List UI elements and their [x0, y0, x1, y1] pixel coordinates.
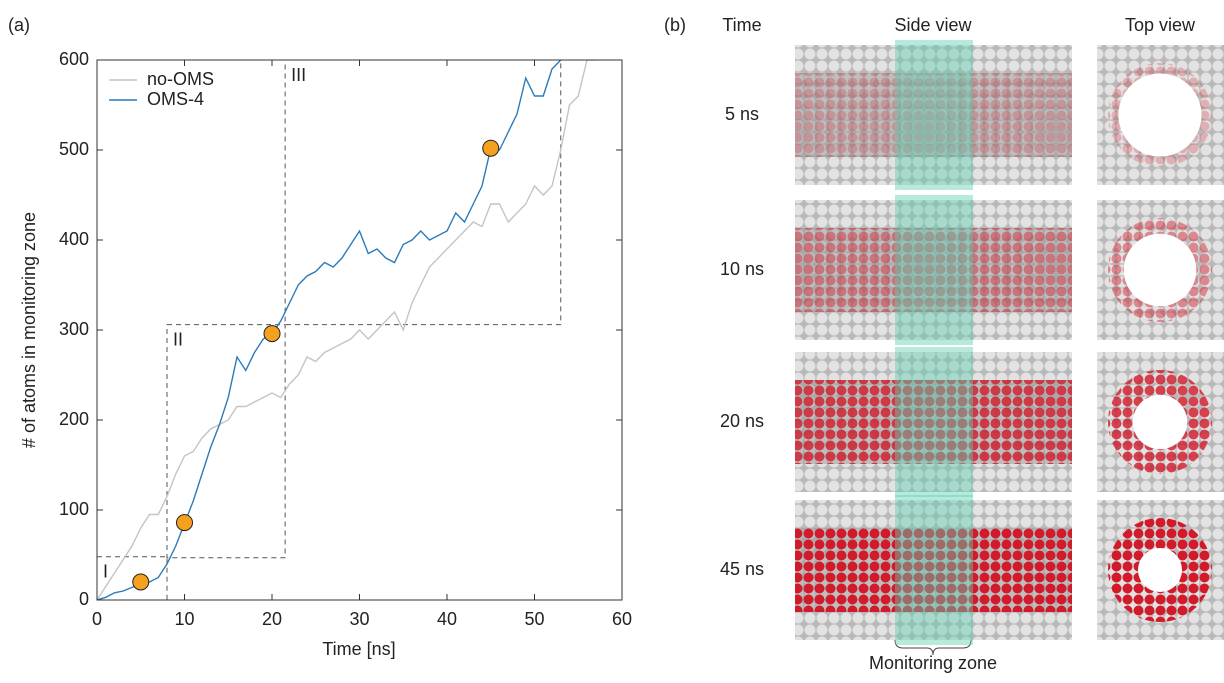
x-tick-label: 0 — [92, 609, 102, 629]
region-box — [166, 324, 286, 559]
brace — [894, 639, 972, 656]
row-label: 5 ns — [725, 104, 759, 124]
x-axis-label: Time [ns] — [322, 639, 395, 659]
water — [795, 228, 1072, 312]
marker — [482, 139, 500, 157]
region-label: III — [291, 65, 306, 85]
water — [795, 380, 1072, 464]
x-tick-label: 60 — [612, 609, 632, 629]
monitoring-zone — [895, 40, 973, 190]
region-box — [284, 59, 562, 326]
panel-label: (b) — [664, 15, 686, 35]
marker — [176, 514, 193, 532]
monitoring-zone — [895, 347, 973, 497]
x-tick-label: 10 — [174, 609, 194, 629]
zone-label: Monitoring zone — [869, 653, 997, 673]
y-axis-label: # of atoms in monitoring zone — [19, 212, 39, 448]
top-pore — [1123, 233, 1197, 307]
x-tick-label: 20 — [262, 609, 282, 629]
y-tick-label: 100 — [59, 499, 89, 519]
y-tick-label: 200 — [59, 409, 89, 429]
water — [795, 528, 1072, 612]
panel-label: (a) — [8, 15, 30, 35]
column-header: Time — [722, 15, 761, 35]
x-tick-label: 50 — [524, 609, 544, 629]
legend-label: OMS-4 — [147, 89, 204, 109]
monitoring-zone — [895, 195, 973, 345]
marker — [132, 573, 150, 591]
row-label: 10 ns — [720, 259, 764, 279]
y-tick-label: 300 — [59, 319, 89, 339]
monitoring-zone — [895, 495, 973, 645]
legend-label: no-OMS — [147, 69, 214, 89]
y-tick-label: 0 — [79, 589, 89, 609]
column-header: Top view — [1125, 15, 1196, 35]
region-label: II — [173, 329, 183, 349]
row-label: 45 ns — [720, 559, 764, 579]
series-line — [97, 60, 596, 600]
x-tick-label: 40 — [437, 609, 457, 629]
series-line — [97, 60, 562, 600]
region-label: I — [103, 562, 108, 582]
x-tick-label: 30 — [349, 609, 369, 629]
plot-frame — [96, 59, 623, 601]
top-pore — [1138, 548, 1182, 592]
y-tick-label: 400 — [59, 229, 89, 249]
top-pore — [1118, 73, 1202, 157]
y-tick-label: 500 — [59, 139, 89, 159]
column-header: Side view — [894, 15, 972, 35]
row-label: 20 ns — [720, 411, 764, 431]
marker — [263, 325, 281, 343]
y-tick-label: 600 — [59, 49, 89, 69]
top-pore — [1132, 394, 1188, 450]
water — [795, 73, 1072, 157]
